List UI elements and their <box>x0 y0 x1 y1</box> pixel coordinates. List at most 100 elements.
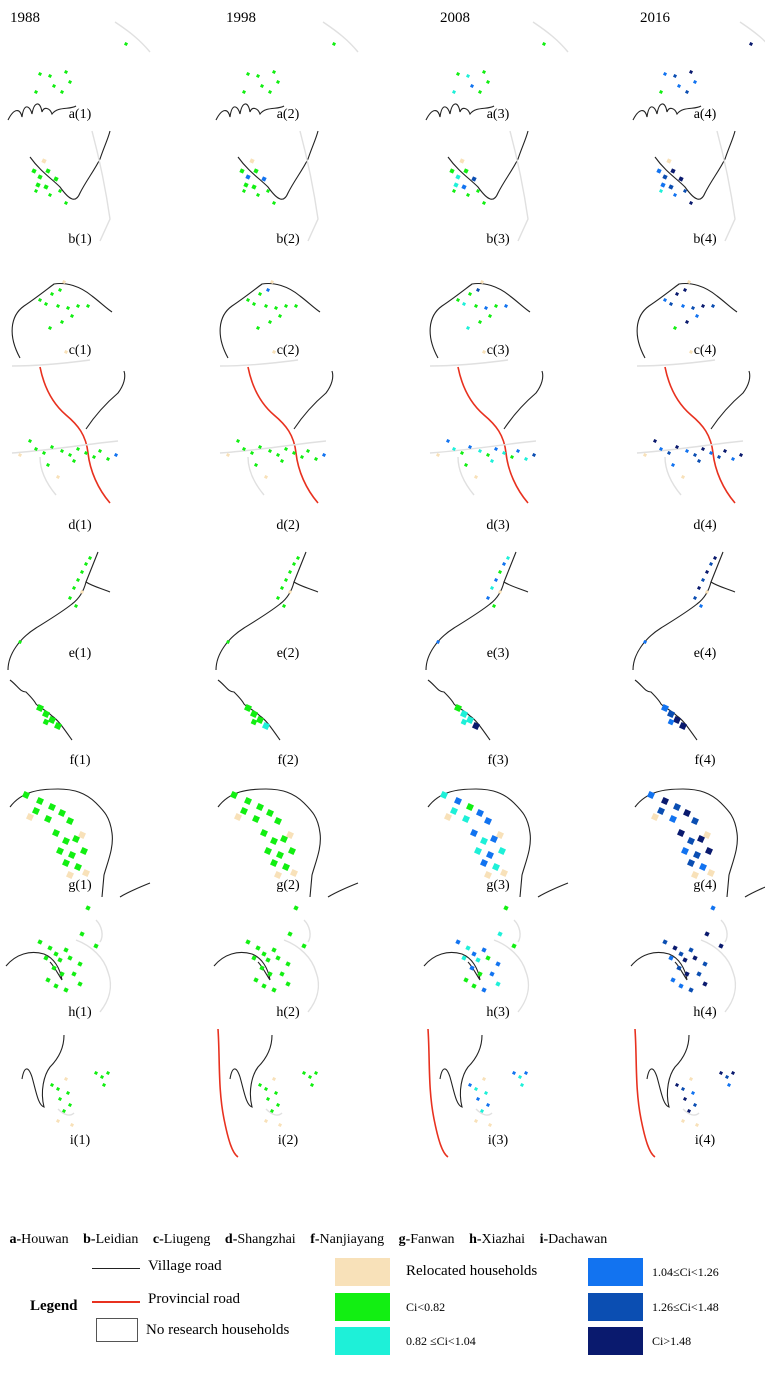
household-marker <box>306 449 310 453</box>
class2-label: 0.82 ≤Ci<1.04 <box>406 1334 476 1348</box>
boundary-line <box>636 359 716 367</box>
household-marker <box>256 716 264 724</box>
map-panel-c1: c(1) <box>0 256 160 367</box>
household-marker <box>282 604 286 608</box>
household-marker <box>68 80 72 84</box>
household-marker <box>256 326 260 330</box>
relocated-swatch <box>335 1258 390 1286</box>
household-marker <box>683 189 687 193</box>
household-marker <box>106 1071 110 1075</box>
map-panel-h3: h(3) <box>418 902 578 1029</box>
map-panel-f4: f(4) <box>625 670 765 777</box>
household-marker <box>274 1091 278 1095</box>
household-marker <box>264 1119 268 1123</box>
panel-map-svg <box>447 130 529 242</box>
village-road <box>632 581 736 671</box>
household-marker <box>490 835 498 843</box>
household-marker <box>696 971 702 977</box>
household-marker <box>520 1083 524 1087</box>
household-marker <box>693 596 697 600</box>
household-marker <box>46 463 50 467</box>
boundary-line <box>114 21 151 53</box>
household-marker <box>506 556 510 560</box>
household-marker <box>662 174 668 180</box>
household-marker <box>272 1077 276 1081</box>
household-marker <box>44 815 52 823</box>
household-marker <box>36 797 44 805</box>
household-marker <box>482 70 486 74</box>
household-marker <box>85 905 91 911</box>
household-marker <box>38 72 42 76</box>
household-marker <box>511 943 517 949</box>
village-road <box>29 130 111 200</box>
household-marker <box>532 453 536 457</box>
household-marker <box>661 797 669 805</box>
household-marker <box>510 455 514 459</box>
boundary-line <box>299 130 319 242</box>
household-marker <box>482 201 486 205</box>
panel-label: f(2) <box>277 753 299 768</box>
household-marker <box>461 955 467 961</box>
household-marker <box>77 961 83 967</box>
map-panel-a4: a(4) <box>625 21 765 131</box>
household-marker <box>469 965 475 971</box>
provincial-road-label: Provincial road <box>148 1291 241 1307</box>
household-marker <box>495 981 501 987</box>
legend-title: Legend <box>30 1298 78 1314</box>
household-marker <box>693 453 697 457</box>
household-marker <box>266 189 270 193</box>
village-key-f: f-Nanjiayang <box>310 1232 385 1247</box>
household-marker <box>280 835 288 843</box>
household-marker <box>70 314 74 318</box>
household-marker <box>278 314 282 318</box>
household-marker <box>270 280 274 284</box>
household-marker <box>682 957 688 963</box>
household-marker <box>494 447 498 451</box>
panel-label: h(3) <box>486 1005 510 1020</box>
panel-label: d(3) <box>486 518 510 533</box>
household-marker <box>689 201 693 205</box>
household-marker <box>450 807 458 815</box>
household-marker <box>693 1103 697 1107</box>
household-marker <box>474 475 478 479</box>
village-road <box>710 551 724 583</box>
panel-map-svg <box>634 1028 735 1158</box>
year-header-1998: 1998 <box>226 10 256 26</box>
household-marker <box>56 304 60 308</box>
household-marker <box>667 710 675 718</box>
household-marker <box>707 869 715 877</box>
household-marker <box>486 453 490 457</box>
household-marker <box>250 710 258 718</box>
household-marker <box>668 955 674 961</box>
boundary-line <box>475 1108 493 1116</box>
panel-map-svg <box>636 280 738 367</box>
household-marker <box>268 449 272 453</box>
household-marker <box>64 1077 68 1081</box>
panel-label: d(4) <box>693 518 717 533</box>
map-panel-b3: b(3) <box>418 130 578 256</box>
household-marker <box>266 1097 270 1101</box>
household-marker <box>662 939 668 945</box>
household-marker <box>689 350 693 354</box>
household-marker <box>436 640 440 644</box>
panel-map-svg <box>237 130 319 242</box>
household-marker <box>37 939 43 945</box>
household-marker <box>480 859 488 867</box>
class5-label: Ci>1.48 <box>652 1334 692 1348</box>
panel-map-svg <box>215 21 359 121</box>
village-road <box>439 1034 483 1108</box>
household-marker <box>18 453 22 457</box>
household-marker <box>45 168 51 174</box>
household-marker <box>705 847 713 855</box>
household-marker <box>301 943 307 949</box>
village-road <box>425 103 495 121</box>
household-marker <box>58 1097 62 1101</box>
household-marker <box>66 871 74 879</box>
household-marker <box>256 803 264 811</box>
household-marker <box>681 1119 685 1123</box>
household-marker <box>659 90 663 94</box>
household-marker <box>476 189 480 193</box>
panel-map-svg <box>423 905 530 1013</box>
panel-label: g(3) <box>486 878 510 893</box>
household-marker <box>76 578 80 582</box>
